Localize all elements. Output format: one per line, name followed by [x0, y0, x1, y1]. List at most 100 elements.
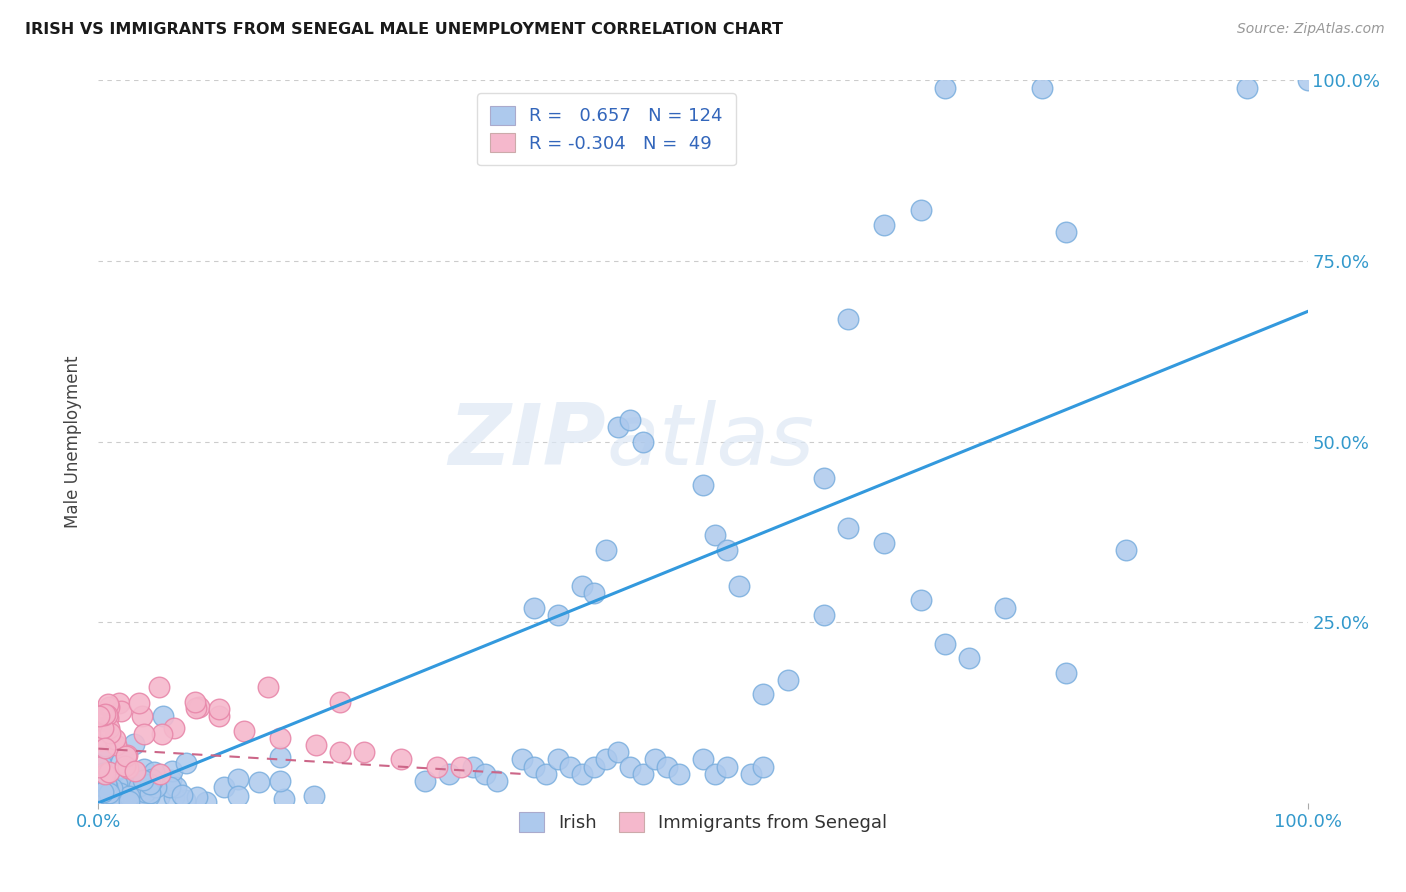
- Point: [1115, 542, 1137, 557]
- Point: [463, 760, 485, 774]
- Point: [89, 760, 111, 774]
- Point: [450, 760, 472, 774]
- Point: [170, 788, 193, 802]
- Legend: Irish, Immigrants from Senegal: Irish, Immigrants from Senegal: [506, 799, 900, 845]
- Point: [1236, 80, 1258, 95]
- Point: [655, 760, 678, 774]
- Point: [813, 470, 835, 484]
- Point: [353, 745, 375, 759]
- Point: [105, 777, 128, 791]
- Point: [131, 709, 153, 723]
- Point: [269, 773, 291, 788]
- Point: [145, 780, 167, 794]
- Point: [93, 780, 115, 795]
- Point: [134, 774, 156, 789]
- Point: [740, 767, 762, 781]
- Point: [100, 726, 122, 740]
- Point: [94, 739, 117, 754]
- Point: [110, 755, 132, 769]
- Point: [631, 767, 654, 781]
- Point: [186, 789, 208, 804]
- Point: [122, 737, 145, 751]
- Point: [704, 767, 727, 781]
- Point: [134, 727, 156, 741]
- Point: [93, 766, 115, 780]
- Point: [228, 772, 250, 786]
- Point: [91, 789, 114, 803]
- Point: [873, 218, 896, 232]
- Point: [510, 752, 533, 766]
- Point: [94, 777, 117, 791]
- Point: [692, 752, 714, 766]
- Point: [160, 764, 183, 778]
- Point: [547, 607, 569, 622]
- Point: [128, 779, 150, 793]
- Point: [583, 586, 606, 600]
- Point: [98, 789, 121, 804]
- Point: [97, 711, 120, 725]
- Point: [110, 704, 132, 718]
- Point: [934, 637, 956, 651]
- Point: [94, 730, 117, 744]
- Point: [96, 780, 118, 794]
- Text: atlas: atlas: [606, 400, 814, 483]
- Point: [114, 759, 136, 773]
- Point: [118, 789, 141, 804]
- Point: [837, 311, 859, 326]
- Text: ZIP: ZIP: [449, 400, 606, 483]
- Point: [108, 787, 131, 801]
- Point: [105, 738, 128, 752]
- Point: [98, 783, 121, 797]
- Point: [910, 203, 932, 218]
- Text: IRISH VS IMMIGRANTS FROM SENEGAL MALE UNEMPLOYMENT CORRELATION CHART: IRISH VS IMMIGRANTS FROM SENEGAL MALE UN…: [25, 22, 783, 37]
- Point: [176, 756, 198, 770]
- Point: [163, 721, 186, 735]
- Point: [90, 757, 112, 772]
- Point: [329, 695, 352, 709]
- Point: [389, 752, 412, 766]
- Point: [111, 780, 134, 795]
- Point: [426, 760, 449, 774]
- Point: [873, 535, 896, 549]
- Point: [523, 600, 546, 615]
- Text: Source: ZipAtlas.com: Source: ZipAtlas.com: [1237, 22, 1385, 37]
- Point: [134, 785, 156, 799]
- Point: [138, 786, 160, 800]
- Point: [523, 760, 546, 774]
- Point: [117, 780, 139, 795]
- Point: [93, 707, 115, 722]
- Point: [114, 793, 136, 807]
- Point: [103, 731, 125, 746]
- Point: [631, 434, 654, 449]
- Point: [957, 651, 980, 665]
- Point: [208, 709, 231, 723]
- Point: [329, 745, 352, 759]
- Point: [101, 780, 124, 795]
- Point: [94, 790, 117, 805]
- Point: [571, 579, 593, 593]
- Point: [173, 793, 195, 807]
- Point: [437, 767, 460, 781]
- Y-axis label: Male Unemployment: Male Unemployment: [65, 355, 83, 528]
- Point: [692, 478, 714, 492]
- Point: [149, 766, 172, 780]
- Point: [1054, 665, 1077, 680]
- Point: [595, 752, 617, 766]
- Point: [93, 708, 115, 723]
- Point: [97, 697, 120, 711]
- Point: [141, 774, 163, 789]
- Point: [139, 777, 162, 791]
- Point: [91, 721, 114, 735]
- Point: [128, 696, 150, 710]
- Point: [152, 727, 174, 741]
- Point: [94, 725, 117, 739]
- Point: [1054, 225, 1077, 239]
- Point: [115, 748, 138, 763]
- Point: [752, 760, 775, 774]
- Point: [93, 796, 115, 810]
- Point: [247, 774, 270, 789]
- Point: [595, 542, 617, 557]
- Point: [534, 767, 557, 781]
- Point: [474, 767, 496, 781]
- Point: [96, 779, 118, 793]
